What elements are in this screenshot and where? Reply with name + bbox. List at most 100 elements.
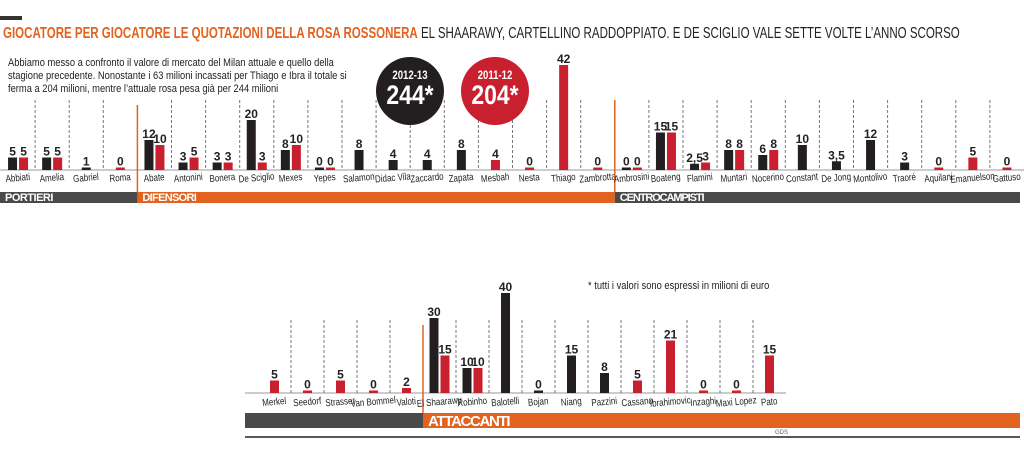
value-label: 0 [700, 378, 707, 392]
value-label: 3 [180, 150, 187, 164]
bar-2012-13 [81, 167, 91, 170]
bar-2011-12 [402, 388, 411, 393]
player-name: Montolivo [853, 171, 888, 185]
player-name: Traoré [892, 171, 916, 184]
bar-2012-13 [501, 293, 510, 393]
bar-2011-12 [223, 162, 233, 170]
value-label: 8 [725, 137, 732, 151]
value-label: 0 [304, 378, 311, 392]
value-label: 0 [370, 378, 377, 392]
player-name: Muntari [720, 171, 748, 184]
intro-text: Abbiamo messo a confronto il valore di m… [8, 57, 347, 95]
bar-2011-12 [593, 167, 603, 170]
value-label: 10 [796, 132, 810, 146]
bar-2012-13 [354, 150, 364, 170]
total-value: 244* [386, 80, 434, 110]
value-label: 0 [526, 155, 533, 169]
value-label: 1 [83, 155, 90, 169]
value-label: 3 [901, 150, 908, 164]
value-label: 5 [634, 368, 641, 382]
value-label: 3 [259, 150, 266, 164]
footnote: * tutti i valori sono espressi in milion… [588, 280, 770, 292]
total-season: 2011-12 [477, 68, 513, 82]
value-label: 40 [499, 280, 513, 294]
value-label: 5 [54, 145, 61, 159]
bar-2012-13 [144, 140, 154, 170]
bar-2012-13 [690, 163, 700, 170]
player-name: Boateng [650, 171, 681, 185]
value-label: 15 [654, 120, 668, 134]
player-name: Van Bommel [350, 394, 396, 409]
bar-2011-12 [765, 355, 774, 393]
value-label: 10 [471, 355, 485, 369]
bar-2011-12 [1002, 167, 1012, 170]
value-label: 0 [733, 378, 740, 392]
value-label: 8 [736, 137, 743, 151]
bar-2012-13 [422, 160, 432, 170]
bar-2011-12 [19, 157, 29, 170]
player-name: Bonera [209, 171, 236, 184]
value-label: 42 [557, 52, 571, 66]
value-label: 5 [970, 145, 977, 159]
value-label: 0 [327, 155, 334, 169]
bar-2011-12 [666, 340, 675, 393]
player-name: Mexes [278, 171, 303, 184]
value-label: 5 [337, 368, 344, 382]
value-label: 10 [153, 132, 167, 146]
player-name: Cassano [621, 395, 653, 409]
player-name: Amelia [39, 171, 65, 184]
player-name: Roma [109, 171, 132, 184]
bar-2011-12 [115, 167, 125, 170]
bar-2012-13 [600, 373, 609, 393]
bar-2012-13 [456, 150, 466, 170]
bar-2012-13 [212, 162, 222, 170]
bar-2011-12 [270, 380, 279, 393]
bar-2011-12 [490, 160, 500, 170]
bar-2011-12 [325, 167, 335, 170]
bar-2011-12 [735, 150, 745, 170]
total-value: 204* [471, 80, 519, 110]
bar-2012-13 [8, 157, 18, 170]
value-label: 3 [702, 150, 709, 164]
player-name: Bojan [528, 395, 549, 408]
bar-2012-13 [866, 140, 876, 170]
bar-2012-13 [831, 161, 841, 170]
bar-2012-13 [797, 145, 807, 170]
value-label: 6 [759, 142, 766, 156]
player-name: Ibrahimovic [649, 394, 691, 409]
value-label: 15 [438, 343, 452, 357]
player-name: Nocerino [752, 171, 785, 185]
category-band [423, 413, 1020, 428]
value-label: 15 [665, 120, 679, 134]
value-label: 8 [282, 137, 289, 151]
bar-2012-13 [429, 318, 439, 393]
value-label: 5 [191, 145, 198, 159]
player-name: Merkel [262, 395, 287, 408]
bar-2011-12 [701, 162, 711, 170]
value-label: 0 [594, 155, 601, 169]
bar-2012-13 [567, 355, 576, 393]
bar-2012-13 [246, 120, 256, 170]
player-name: Zapata [448, 171, 475, 184]
total-season: 2012-13 [392, 68, 428, 82]
value-label: 8 [770, 137, 777, 151]
value-label: 4 [390, 147, 397, 161]
bar-2011-12 [369, 390, 378, 393]
player-name: Pato [761, 395, 778, 407]
page-title: GIOCATORE PER GIOCATORE LE QUOTAZIONI DE… [3, 25, 960, 43]
value-label: 12 [142, 127, 156, 141]
value-label: 8 [601, 360, 608, 374]
bar-2011-12 [155, 145, 165, 170]
bar-2011-12 [559, 65, 569, 170]
player-name: Yepes [313, 171, 336, 184]
player-name: Emanuelson [950, 170, 995, 185]
bar-2011-12 [291, 145, 301, 170]
player-name: Gattuso [992, 171, 1021, 184]
value-label: 10 [460, 355, 474, 369]
player-name: Flamini [686, 171, 713, 184]
title-subtitle: EL SHAARAWY, CARTELLINO RADDOPPIATO. E D… [420, 25, 960, 42]
category-band [137, 192, 615, 203]
value-label: 12 [864, 127, 878, 141]
player-name: Pazzini [591, 395, 618, 408]
